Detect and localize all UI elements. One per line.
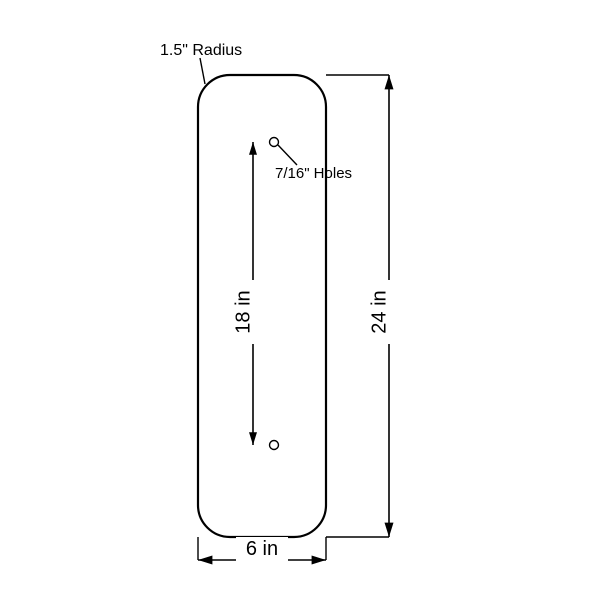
height-arrow-top	[385, 75, 394, 89]
radius-label: 1.5" Radius	[160, 42, 242, 59]
height-arrow-bottom	[385, 523, 394, 537]
hole-top	[270, 138, 279, 147]
hole-span-arrow-bottom	[249, 432, 257, 445]
hole-span-value: 18 in	[232, 290, 254, 333]
holes-label: 7/16" Holes	[275, 165, 352, 182]
width-value: 6 in	[246, 538, 278, 560]
dimension-drawing: 1.5" Radius 7/16" Holes 18 in 24 in 6 in	[0, 0, 600, 600]
hole-bottom	[270, 441, 279, 450]
hole-span-arrow-top	[249, 142, 257, 155]
width-arrow-left	[198, 556, 212, 565]
holes-leader	[278, 145, 297, 165]
width-arrow-right	[312, 556, 326, 565]
height-value: 24 in	[368, 290, 390, 333]
radius-leader	[200, 58, 205, 84]
plate-outline	[198, 75, 326, 537]
